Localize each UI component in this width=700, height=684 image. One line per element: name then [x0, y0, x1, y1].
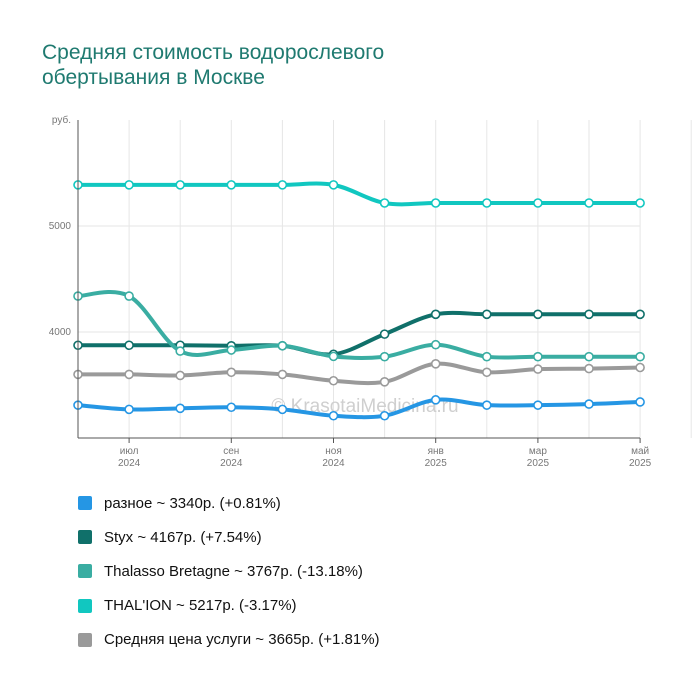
data-point[interactable] — [379, 351, 390, 362]
line-chart: © KrasotaiMedicina.ru 40005000руб.июл202… — [49, 114, 692, 469]
data-point[interactable] — [481, 400, 492, 410]
x-tick-month: май — [631, 446, 649, 457]
x-tick-year: 2025 — [629, 458, 652, 469]
data-point[interactable] — [635, 198, 645, 208]
data-point[interactable] — [379, 329, 390, 339]
legend-item[interactable]: Thalasso Bretagne ~ 3767р. (-13.18%) — [78, 554, 380, 588]
x-tick-month: мар — [529, 446, 547, 457]
x-tick-month: сен — [223, 446, 239, 457]
data-point[interactable] — [481, 309, 492, 320]
x-tick-year: 2025 — [425, 458, 448, 469]
data-point[interactable] — [226, 345, 237, 355]
data-point[interactable] — [430, 395, 441, 405]
x-tick-year: 2024 — [220, 458, 243, 469]
data-point[interactable] — [328, 410, 339, 421]
series-line — [76, 361, 643, 386]
y-unit-label: руб. — [52, 114, 71, 126]
legend-swatch — [78, 564, 92, 579]
data-point[interactable] — [124, 291, 134, 301]
data-point[interactable] — [124, 340, 134, 351]
data-point[interactable] — [277, 404, 288, 415]
data-point[interactable] — [481, 367, 492, 378]
data-point[interactable] — [584, 309, 594, 320]
legend-item[interactable]: Styx ~ 4167р. (+7.54%) — [78, 520, 380, 554]
data-point[interactable] — [430, 358, 441, 369]
data-point[interactable] — [584, 363, 594, 374]
data-point[interactable] — [635, 362, 645, 373]
data-point[interactable] — [481, 351, 492, 362]
legend-item[interactable]: разное ~ 3340р. (+0.81%) — [78, 486, 380, 520]
data-point[interactable] — [635, 309, 645, 320]
x-tick-year: 2024 — [118, 458, 141, 469]
data-point[interactable] — [175, 346, 185, 356]
data-point[interactable] — [430, 198, 441, 208]
data-point[interactable] — [175, 180, 185, 190]
data-point[interactable] — [481, 198, 492, 208]
chart-title: Средняя стоимость водорослевого обертыва… — [42, 41, 385, 89]
data-point[interactable] — [533, 364, 543, 374]
series-3 — [73, 180, 645, 208]
data-point[interactable] — [226, 180, 237, 190]
watermark: © KrasotaiMedicina.ru — [271, 396, 458, 417]
data-point[interactable] — [584, 198, 594, 208]
data-point[interactable] — [328, 351, 339, 362]
series-line — [76, 290, 643, 360]
y-tick-label: 5000 — [49, 221, 72, 232]
data-point[interactable] — [635, 351, 645, 362]
data-point[interactable] — [533, 309, 543, 320]
data-point[interactable] — [635, 397, 645, 407]
data-point[interactable] — [277, 340, 288, 351]
legend-swatch — [78, 598, 92, 613]
series-1 — [73, 309, 645, 360]
legend-label: разное ~ 3340р. (+0.81%) — [104, 494, 281, 512]
data-point[interactable] — [584, 351, 594, 362]
data-point[interactable] — [533, 198, 543, 208]
legend-label: THAL'ION ~ 5217р. (-3.17%) — [104, 597, 297, 615]
legend-label: Thalasso Bretagne ~ 3767р. (-13.18%) — [104, 562, 363, 580]
data-point[interactable] — [328, 375, 339, 386]
y-tick-label: 4000 — [49, 327, 72, 338]
legend-item[interactable]: Средняя цена услуги ~ 3665р. (+1.81%) — [78, 623, 380, 657]
data-point[interactable] — [124, 180, 134, 190]
chart-legend: разное ~ 3340р. (+0.81%) Styx ~ 4167р. (+… — [78, 486, 380, 657]
series-line — [76, 181, 643, 207]
data-point[interactable] — [533, 400, 543, 410]
data-point[interactable] — [584, 399, 594, 409]
legend-swatch — [78, 632, 92, 647]
legend-label: Styx ~ 4167р. (+7.54%) — [104, 528, 262, 546]
data-point[interactable] — [277, 369, 288, 380]
data-point[interactable] — [533, 351, 543, 362]
x-tick-year: 2025 — [527, 458, 550, 469]
legend-swatch — [78, 496, 92, 511]
legend-label: Средняя цена услуги ~ 3665р. (+1.81%) — [104, 631, 380, 649]
x-tick-year: 2024 — [322, 458, 345, 469]
data-point[interactable] — [226, 402, 237, 413]
x-tick-month: янв — [428, 446, 444, 457]
legend-item[interactable]: THAL'ION ~ 5217р. (-3.17%) — [78, 589, 380, 623]
x-tick-month: июл — [120, 446, 139, 457]
data-point[interactable] — [379, 410, 390, 421]
data-point[interactable] — [175, 370, 185, 381]
data-point[interactable] — [328, 180, 339, 190]
data-point[interactable] — [379, 377, 390, 387]
data-point[interactable] — [277, 180, 288, 190]
data-point[interactable] — [124, 404, 134, 415]
data-point[interactable] — [175, 403, 185, 414]
series-2 — [73, 290, 645, 362]
legend-swatch — [78, 530, 92, 545]
data-point[interactable] — [430, 309, 441, 320]
series-4 — [73, 358, 645, 387]
x-tick-month: ноя — [325, 446, 342, 457]
data-point[interactable] — [379, 198, 390, 208]
data-point[interactable] — [124, 369, 134, 380]
data-point[interactable] — [430, 339, 441, 350]
data-point[interactable] — [226, 367, 237, 378]
